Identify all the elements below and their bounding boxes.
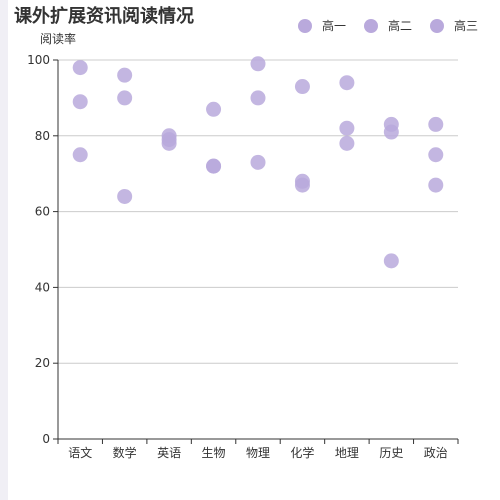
data-point-series-1 [117, 67, 133, 83]
legend-item-series-2[interactable]: 高二 [363, 17, 412, 34]
data-point-series-1 [294, 79, 310, 95]
x-tick-label: 语文 [68, 445, 92, 460]
y-tick-label: 0 [42, 432, 50, 446]
left-edge-strip [0, 0, 8, 500]
x-tick-label: 数学 [113, 445, 137, 460]
data-point-series-3 [383, 253, 399, 269]
legend-item-series-1[interactable]: 高一 [297, 17, 346, 34]
legend-label: 高一 [321, 19, 346, 33]
data-point-series-1 [428, 116, 444, 132]
data-point-series-1 [339, 75, 355, 91]
data-point-series-1 [206, 101, 222, 117]
y-tick-label: 100 [27, 53, 50, 67]
x-tick-label: 物理 [246, 446, 270, 460]
data-point-series-3 [339, 135, 355, 151]
data-point-series-3 [117, 188, 133, 204]
legend: 高一 高二 高三 [297, 17, 478, 34]
data-point-series-3 [72, 147, 88, 163]
x-tick-label: 生物 [202, 446, 226, 460]
y-axis-label: 阅读率 [40, 32, 77, 46]
data-point-series-2 [339, 120, 355, 136]
x-tick-label: 政治 [424, 446, 448, 460]
x-tick-label: 地理 [335, 446, 359, 460]
y-tick-label: 20 [35, 356, 50, 370]
data-point-series-2 [250, 90, 266, 106]
x-tick-label: 化学 [290, 445, 314, 460]
x-tick-label: 历史 [379, 446, 403, 460]
data-point-series-3 [250, 154, 266, 170]
data-point-series-3 [294, 177, 310, 193]
data-point-series-3 [206, 158, 222, 174]
data-point-series-2 [428, 147, 444, 163]
chart-title: 课外扩展资讯阅读情况 [14, 6, 194, 27]
legend-marker-icon [363, 18, 378, 33]
legend-label: 高三 [453, 19, 478, 33]
data-point-series-3 [161, 135, 177, 151]
y-tick-label: 40 [35, 280, 50, 294]
data-point-series-2 [117, 90, 133, 106]
data-point-series-2 [72, 94, 88, 110]
legend-marker-icon [429, 18, 444, 33]
y-tick-label: 60 [35, 205, 50, 219]
y-tick-label: 80 [35, 129, 50, 143]
legend-label: 高二 [387, 19, 412, 33]
data-point-series-3 [428, 177, 444, 193]
legend-marker-icon [297, 18, 312, 33]
data-point-series-2 [383, 124, 399, 140]
legend-item-series-3[interactable]: 高三 [429, 17, 478, 34]
data-point-series-1 [250, 56, 266, 72]
data-point-series-1 [72, 60, 88, 76]
x-tick-label: 英语 [157, 446, 181, 460]
